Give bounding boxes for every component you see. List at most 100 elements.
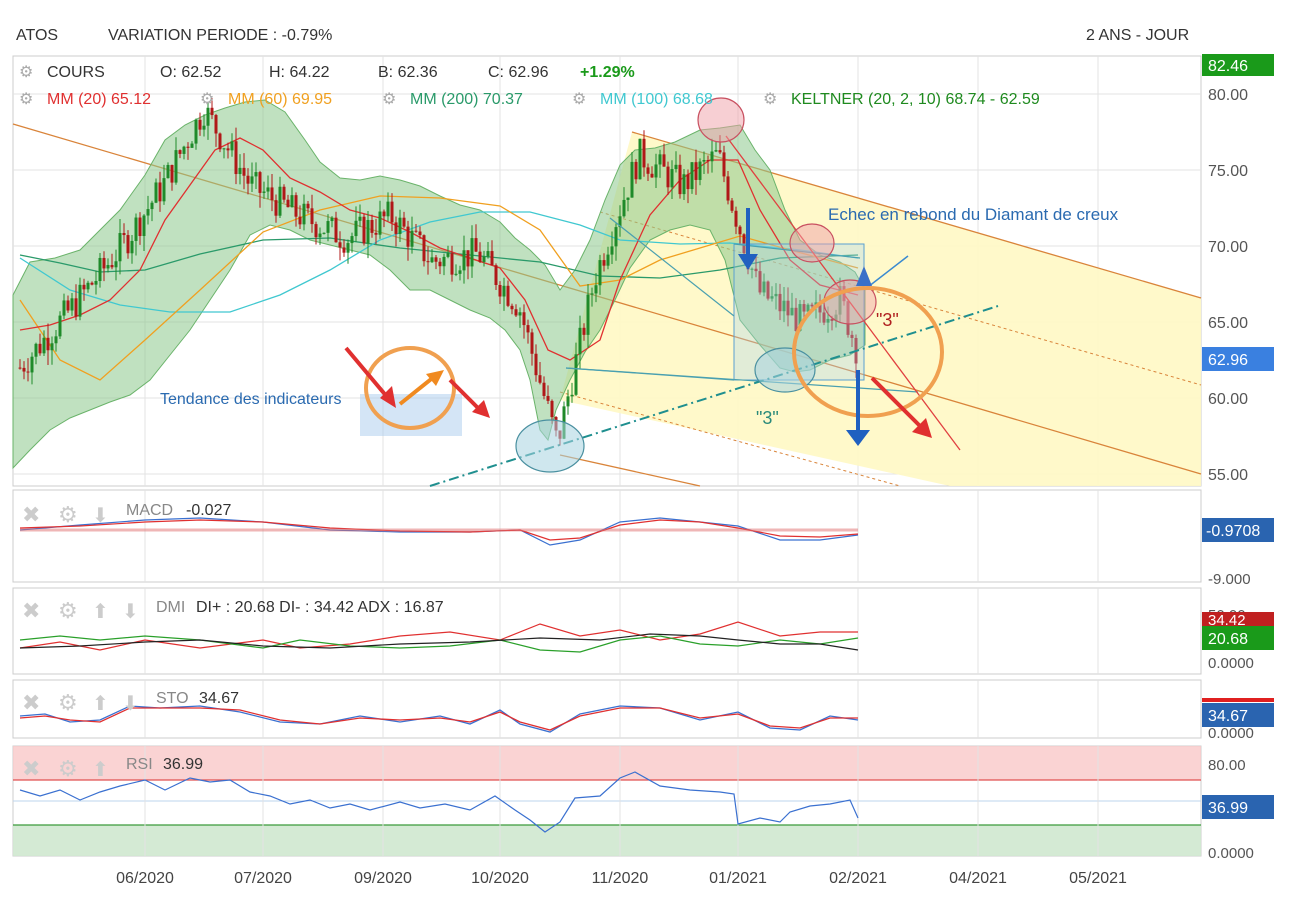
candle-body (314, 224, 318, 238)
close-icon[interactable]: ✖ (22, 756, 40, 781)
candle-body (346, 243, 350, 253)
keltner-band (12, 99, 866, 470)
candle-body (462, 250, 466, 271)
candle-body (578, 327, 582, 355)
x-tick-label: 09/2020 (354, 870, 412, 887)
price-y-axis: 80.00 75.00 70.00 65.00 60.00 55.00 (1208, 87, 1248, 484)
mm100-legend: MM (100) 68.68 (600, 91, 713, 108)
candle-body (538, 375, 542, 383)
dmi-panel: ✖ ⚙ ⬆ ⬇ DMI DI+ : 20.68 DI- : 34.42 ADX … (12, 587, 1274, 675)
candle-body (398, 217, 402, 234)
candle-body (474, 238, 478, 252)
candle-body (766, 281, 770, 299)
candle-body (366, 219, 370, 244)
arrow-up-icon[interactable]: ⬆ (92, 601, 109, 623)
candle-body (730, 200, 734, 211)
candle-body (54, 336, 58, 344)
change-value: +1.29% (580, 64, 635, 81)
candle-body (626, 197, 630, 200)
rsi-oversold-zone (13, 825, 1201, 856)
period-selector[interactable]: 2 ANS - JOUR (1086, 27, 1189, 44)
candle-body (678, 164, 682, 195)
candle-body (394, 222, 398, 234)
x-tick-label: 11/2020 (592, 870, 649, 887)
gear-icon[interactable]: ⚙ (58, 756, 78, 781)
x-tick-label: 05/2021 (1069, 870, 1127, 887)
gear-icon[interactable]: ⚙ (58, 598, 78, 623)
y-tick-label: 75.00 (1208, 163, 1248, 180)
rsi-badge-text: 36.99 (1208, 800, 1248, 817)
gear-icon[interactable]: ⚙ (19, 64, 33, 81)
macd-badge-text: -0.9708 (1206, 523, 1260, 540)
candle-body (598, 260, 602, 286)
sto-value: 34.67 (199, 690, 239, 707)
red-arrow-2 (448, 378, 482, 412)
arrow-down-icon[interactable]: ⬇ (92, 505, 109, 527)
cours-label: COURS (47, 64, 105, 81)
y-tick-label: 65.00 (1208, 315, 1248, 332)
moving-averages (19, 137, 859, 381)
arrow-down-icon[interactable]: ⬇ (122, 601, 139, 623)
price-last-badge (1202, 347, 1274, 371)
candle-body (94, 281, 98, 285)
arrow-down-icon[interactable]: ⬇ (122, 693, 139, 715)
candle-body (482, 256, 486, 263)
candle-body (638, 138, 642, 180)
gear-icon[interactable]: ⚙ (200, 91, 214, 108)
candle-body (798, 304, 802, 331)
candle-body (618, 216, 622, 228)
sto-panel: ✖ ⚙ ⬆ ⬇ STO 34.67 0.0000 34.67 (12, 679, 1274, 742)
gear-icon[interactable]: ⚙ (19, 91, 33, 108)
gear-icon[interactable]: ⚙ (572, 91, 586, 108)
candle-body (750, 268, 754, 270)
price-top-badge (1202, 54, 1274, 76)
candle-body (782, 300, 786, 312)
candle-body (690, 162, 694, 190)
candle-body (254, 172, 258, 177)
gear-icon[interactable]: ⚙ (763, 91, 777, 108)
candle-body (46, 337, 50, 351)
candle-body (542, 382, 546, 396)
candle-body (686, 174, 690, 190)
diamond-annotation: Echec en rebond du Diamant de creux (828, 205, 1119, 224)
candle-body (334, 217, 338, 243)
candle-body (850, 334, 854, 338)
candle-body (726, 176, 730, 201)
gear-icon[interactable]: ⚙ (382, 91, 396, 108)
close-icon[interactable]: ✖ (22, 598, 40, 623)
candle-body (534, 353, 538, 376)
candle-body (382, 211, 386, 217)
candle-body (106, 265, 110, 269)
candle-body (266, 187, 270, 192)
candle-body (278, 186, 282, 216)
candle-body (62, 300, 66, 316)
candle-body (670, 169, 674, 188)
rsi-label: RSI (126, 756, 153, 773)
candle-body (70, 298, 74, 311)
candle-body (674, 164, 678, 170)
candle-body (642, 138, 646, 168)
candle-body (186, 146, 190, 148)
gear-icon[interactable]: ⚙ (58, 502, 78, 527)
close-icon[interactable]: ✖ (22, 690, 40, 715)
y-tick-label: 80.00 (1208, 87, 1248, 104)
candle-body (146, 209, 150, 216)
sto-label: STO (156, 690, 189, 707)
sto-badge (1202, 703, 1274, 727)
dmi-red-badge (1202, 612, 1274, 626)
arrow-up-icon[interactable]: ⬆ (92, 693, 109, 715)
candle-body (830, 318, 834, 321)
candle-body (162, 178, 166, 202)
candle-body (490, 251, 494, 266)
macd-line (19, 517, 859, 546)
arrow-up-icon[interactable]: ⬆ (92, 759, 109, 781)
candle-body (138, 217, 142, 237)
close-icon[interactable]: ✖ (22, 502, 40, 527)
high-value: H: 64.22 (269, 64, 330, 81)
candle-body (110, 265, 114, 268)
candle-body (74, 298, 78, 317)
gear-icon[interactable]: ⚙ (58, 690, 78, 715)
dmi-red-badge-text: 34.42 (1208, 612, 1246, 629)
candle-body (478, 251, 482, 263)
candle-body (326, 221, 330, 233)
